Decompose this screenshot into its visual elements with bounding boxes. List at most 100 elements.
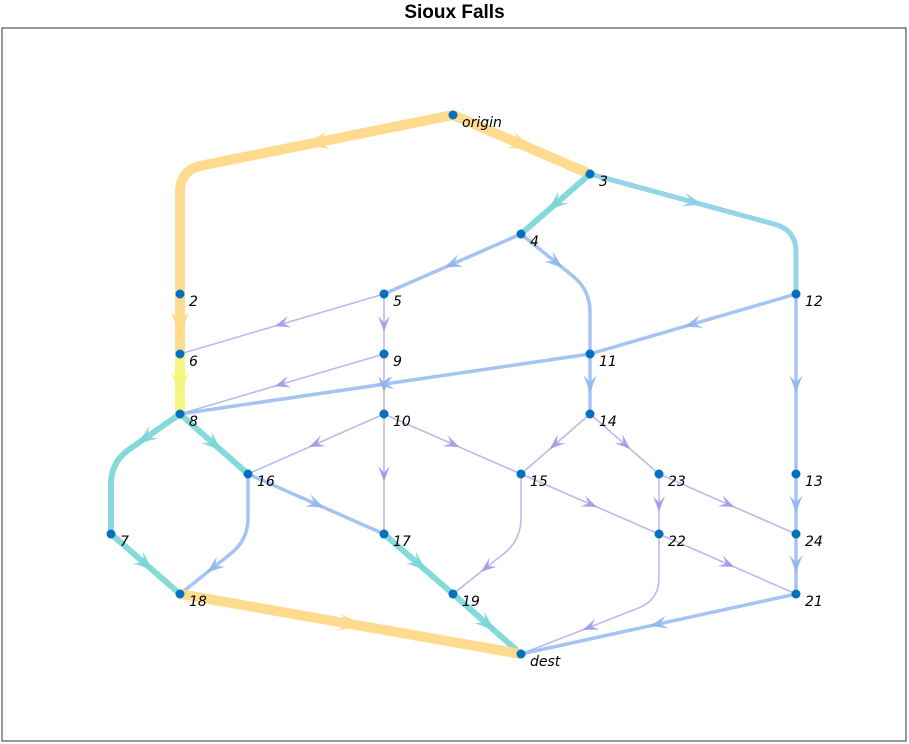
node-21: 21 (791, 589, 823, 610)
node-11: 11 (585, 349, 617, 370)
edge-5-9 (378, 294, 390, 354)
node-label-11: 11 (599, 354, 617, 370)
arrow-21-dest (649, 615, 669, 629)
arrow-9-8 (274, 376, 292, 388)
chart-title: Sioux Falls (404, 2, 505, 23)
node-24: 24 (791, 529, 823, 550)
node-marker-10 (379, 409, 389, 419)
node-label-6: 6 (189, 354, 198, 370)
node-marker-24 (791, 529, 801, 539)
node-3: 3 (585, 169, 608, 190)
node-label-17: 17 (393, 534, 411, 550)
node-label-5: 5 (393, 294, 402, 310)
node-9: 9 (379, 349, 402, 370)
edge-7-18 (109, 531, 182, 597)
node-4: 4 (516, 229, 539, 250)
arrow-11-14 (583, 375, 597, 393)
node-label-14: 14 (599, 414, 617, 430)
edge-24-21 (789, 534, 803, 594)
edge-23-24 (658, 473, 797, 535)
node-6: 6 (175, 349, 198, 370)
arrow-8-16 (201, 431, 222, 451)
edge-19-dest (451, 591, 523, 657)
node-label-24: 24 (805, 534, 823, 550)
node-marker-15 (516, 469, 526, 479)
node-origin: origin (448, 110, 502, 131)
node-marker-4 (516, 229, 526, 239)
arrow-17-19 (406, 551, 427, 571)
arrow-12-11 (684, 315, 704, 328)
node-label-3: 3 (599, 174, 608, 190)
edge-13-24 (789, 474, 803, 534)
node-7: 7 (106, 529, 129, 550)
arrow-14-15 (549, 434, 566, 450)
edge-23-22 (653, 474, 665, 534)
node-label-origin: origin (462, 115, 502, 131)
edge-14-15 (520, 413, 591, 475)
arrow-22-21 (718, 555, 735, 568)
edge-12-11 (589, 292, 797, 356)
node-label-21: 21 (805, 594, 823, 610)
node-2: 2 (175, 289, 198, 310)
node-marker-21 (791, 589, 801, 599)
node-marker-origin (448, 110, 458, 120)
node-label-16: 16 (257, 474, 275, 490)
node-23: 23 (654, 469, 686, 490)
edge-5-6 (179, 293, 385, 355)
edge-17-19 (382, 531, 455, 597)
edge-8-16 (178, 411, 250, 477)
arrow-22-dest (582, 618, 600, 630)
node-10: 10 (379, 409, 411, 430)
node-label-13: 13 (805, 474, 823, 490)
arrow-2-6 (171, 312, 189, 336)
arrow-10-16 (308, 435, 326, 448)
arrow-4-11 (544, 251, 563, 268)
edge-15-19 (452, 474, 522, 595)
axes-box (1, 27, 907, 742)
arrow-16-17 (305, 494, 325, 508)
edge-10-15 (383, 413, 522, 475)
node-16: 16 (243, 469, 275, 490)
edge-14-23 (589, 413, 660, 475)
node-label-9: 9 (393, 354, 402, 370)
edge-8-7 (108, 411, 182, 534)
node-12: 12 (791, 289, 823, 310)
edge-layer (108, 110, 803, 659)
arrow-14-23 (614, 434, 631, 450)
node-marker-23 (654, 469, 664, 479)
node-marker-8 (175, 409, 185, 419)
node-13: 13 (791, 469, 823, 490)
node-label-10: 10 (393, 414, 411, 430)
node-17: 17 (379, 529, 411, 550)
node-label-4: 4 (530, 234, 539, 250)
node-label-18: 18 (189, 594, 207, 610)
node-marker-12 (791, 289, 801, 299)
arrow-3-12 (681, 192, 703, 207)
node-marker-9 (379, 349, 389, 359)
node-18: 18 (175, 589, 207, 610)
edge-11-14 (583, 354, 597, 414)
arrow-7-18 (133, 551, 154, 571)
edge-12-13 (789, 294, 803, 474)
arrow-10-15 (443, 435, 460, 448)
edge-4-11 (519, 232, 592, 354)
edge-15-22 (520, 473, 660, 535)
arrow-24-21 (789, 555, 803, 573)
arrow-16-18 (207, 556, 225, 573)
edge-3-4 (519, 171, 592, 237)
arrow-origin-3 (506, 131, 533, 150)
arrow-5-6 (274, 316, 292, 328)
edge-22-dest (520, 534, 660, 655)
edge-4-5 (383, 232, 522, 296)
node-marker-7 (106, 529, 116, 539)
arrow-3-4 (547, 191, 568, 211)
arrow-19-dest (474, 611, 495, 631)
node-label-22: 22 (668, 534, 686, 550)
node-marker-16 (243, 469, 253, 479)
arrow-18-dest (337, 613, 363, 631)
edge-18-dest (179, 589, 522, 659)
edge-10-17 (378, 414, 390, 534)
node-label-2: 2 (189, 294, 198, 310)
